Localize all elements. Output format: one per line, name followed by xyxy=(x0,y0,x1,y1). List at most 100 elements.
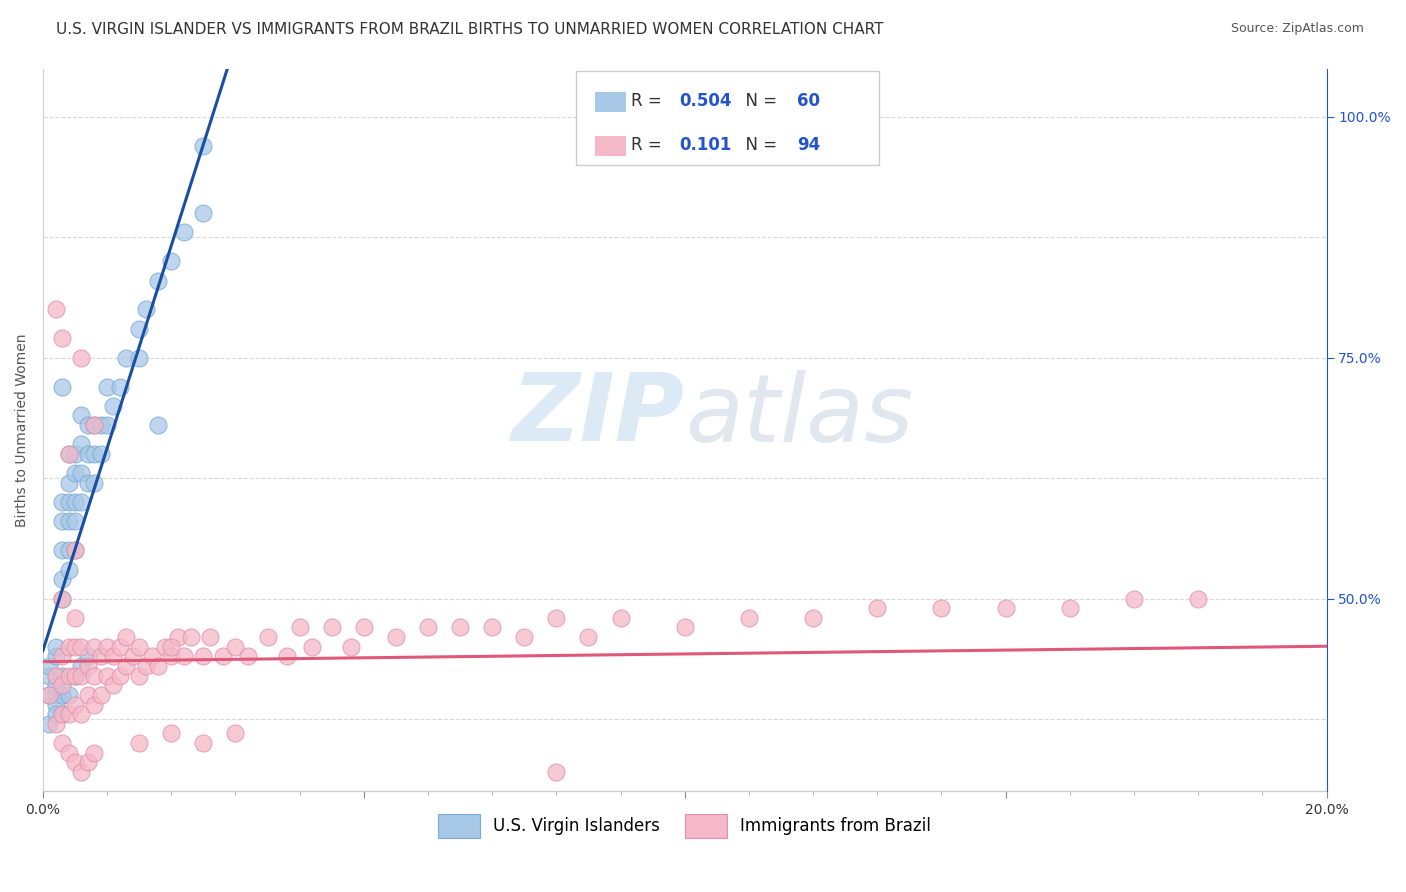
Point xyxy=(76,447,98,461)
Point xyxy=(673,880,696,892)
Point xyxy=(301,640,323,654)
Point xyxy=(58,640,80,654)
Point xyxy=(70,437,93,451)
Point xyxy=(70,659,93,673)
Point xyxy=(51,707,73,722)
Point xyxy=(276,649,298,664)
Point xyxy=(51,707,73,722)
Point xyxy=(288,620,311,634)
Point xyxy=(45,716,67,731)
Point xyxy=(51,688,73,702)
Point xyxy=(128,668,150,682)
Text: R =: R = xyxy=(631,92,668,111)
Point xyxy=(256,630,278,644)
Point xyxy=(96,640,118,654)
Point xyxy=(128,322,150,336)
Point xyxy=(108,379,131,393)
Point xyxy=(51,543,73,558)
Point xyxy=(353,620,375,634)
Text: Source: ZipAtlas.com: Source: ZipAtlas.com xyxy=(1230,22,1364,36)
Text: 94: 94 xyxy=(797,136,821,154)
Point xyxy=(198,630,221,644)
Point xyxy=(193,649,215,664)
Point xyxy=(38,716,60,731)
Point xyxy=(58,495,80,509)
Point xyxy=(481,620,503,634)
Point xyxy=(148,659,170,673)
Point xyxy=(416,620,439,634)
Point xyxy=(45,649,67,664)
Point xyxy=(193,206,215,220)
Point xyxy=(38,688,60,702)
Point xyxy=(738,611,761,625)
Point xyxy=(609,611,631,625)
Point xyxy=(385,630,408,644)
Point xyxy=(148,273,170,287)
Point xyxy=(63,515,86,529)
Point xyxy=(76,649,98,664)
Point xyxy=(58,707,80,722)
Point xyxy=(51,379,73,393)
Point xyxy=(58,475,80,490)
Point xyxy=(135,302,157,317)
Point xyxy=(148,418,170,433)
Point xyxy=(546,764,568,779)
Point xyxy=(115,351,138,365)
Point xyxy=(90,418,112,433)
Point xyxy=(994,601,1017,615)
Text: R =: R = xyxy=(631,136,668,154)
Point xyxy=(70,409,93,423)
Point xyxy=(90,688,112,702)
Point xyxy=(51,515,73,529)
Point xyxy=(51,591,73,606)
Point xyxy=(76,475,98,490)
Y-axis label: Births to Unmarried Women: Births to Unmarried Women xyxy=(15,333,30,526)
Point xyxy=(224,640,246,654)
Point xyxy=(96,379,118,393)
Point xyxy=(76,659,98,673)
Point xyxy=(45,707,67,722)
Point xyxy=(51,736,73,750)
Point xyxy=(173,649,195,664)
Point xyxy=(63,495,86,509)
Point xyxy=(63,640,86,654)
Text: N =: N = xyxy=(735,136,783,154)
Point xyxy=(83,418,105,433)
Point xyxy=(70,707,93,722)
Point xyxy=(160,726,183,740)
Point xyxy=(58,447,80,461)
Point xyxy=(45,302,67,317)
Point xyxy=(96,418,118,433)
Point xyxy=(193,138,215,153)
Text: N =: N = xyxy=(735,92,783,111)
Point xyxy=(1187,591,1209,606)
Point xyxy=(1059,601,1081,615)
Point xyxy=(38,668,60,682)
Point xyxy=(321,620,343,634)
Point xyxy=(128,351,150,365)
Point xyxy=(76,688,98,702)
Text: atlas: atlas xyxy=(685,370,912,461)
Point xyxy=(128,736,150,750)
Point xyxy=(63,447,86,461)
Point xyxy=(63,668,86,682)
Point xyxy=(63,611,86,625)
Point xyxy=(103,399,125,413)
Point xyxy=(153,640,176,654)
Point xyxy=(83,447,105,461)
Point xyxy=(70,764,93,779)
Point xyxy=(83,746,105,760)
Point xyxy=(128,640,150,654)
Point xyxy=(45,688,67,702)
Point xyxy=(96,668,118,682)
Point xyxy=(51,495,73,509)
Point xyxy=(160,640,183,654)
Point xyxy=(63,668,86,682)
Point xyxy=(1123,591,1146,606)
Text: 0.101: 0.101 xyxy=(679,136,731,154)
Point xyxy=(63,543,86,558)
Point xyxy=(135,659,157,673)
Legend: U.S. Virgin Islanders, Immigrants from Brazil: U.S. Virgin Islanders, Immigrants from B… xyxy=(432,807,938,845)
Point xyxy=(108,640,131,654)
Point xyxy=(70,495,93,509)
